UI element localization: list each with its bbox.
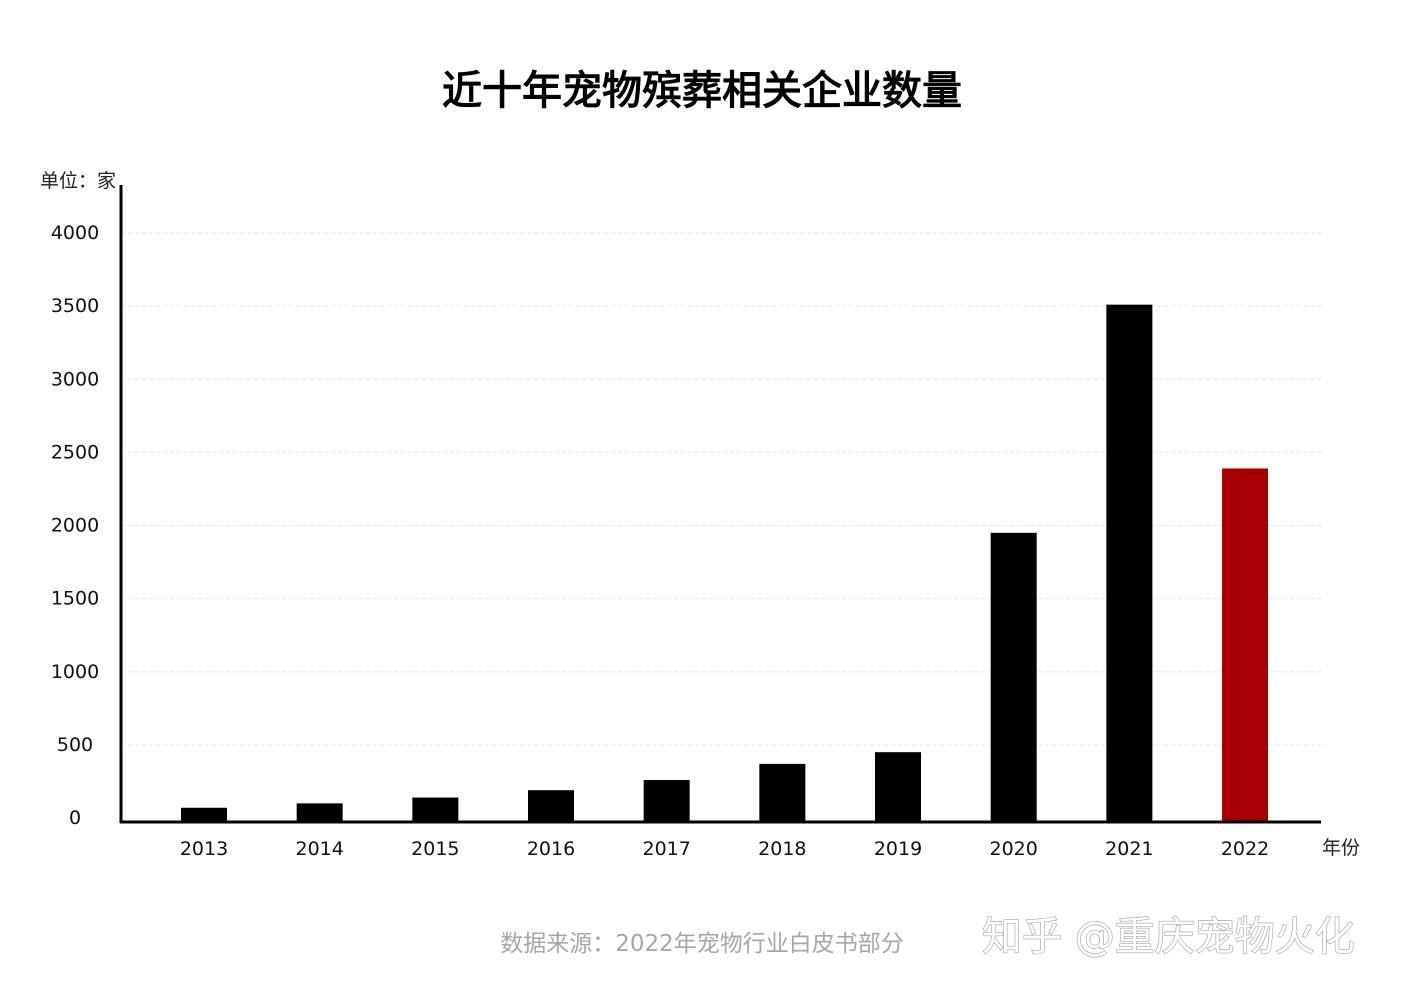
x-tick-label-2016: 2016	[527, 838, 575, 860]
x-tick-label-2015: 2015	[411, 838, 459, 860]
y-tick-label-0: 0	[69, 807, 81, 829]
x-tick-label-2017: 2017	[643, 838, 691, 860]
y-tick-label-1000: 1000	[51, 661, 99, 683]
x-axis-label: 年份	[1322, 837, 1360, 859]
y-tick-label-2500: 2500	[51, 441, 99, 463]
x-tick-label-2022: 2022	[1221, 838, 1269, 860]
y-tick-label-4000: 4000	[51, 222, 99, 244]
bar-2013	[181, 807, 227, 821]
y-tick-label-3500: 3500	[51, 295, 99, 317]
y-tick-label-2000: 2000	[51, 515, 99, 537]
source-note: 数据来源：2022年宠物行业白皮书部分	[500, 931, 904, 957]
y-tick-label-3000: 3000	[51, 368, 99, 390]
x-tick-label-2013: 2013	[180, 838, 228, 860]
y-tick-labels: 0 500 1000 1500 2000 2500 3000 3500 4000	[51, 222, 99, 829]
bar-2020	[990, 532, 1037, 821]
bar-2021	[1106, 304, 1153, 822]
x-tick-label-2014: 2014	[295, 838, 343, 860]
x-tick-label-2020: 2020	[990, 838, 1038, 860]
bar-2019	[875, 752, 922, 821]
bars	[181, 304, 1269, 822]
bar-2015	[412, 797, 459, 821]
y-tick-label-1500: 1500	[51, 588, 99, 610]
x-tick-label-2019: 2019	[874, 838, 922, 860]
bar-2018	[759, 763, 806, 821]
x-tick-label-2018: 2018	[758, 838, 806, 860]
y-axis-label: 单位：家	[40, 170, 116, 192]
x-tick-label-2021: 2021	[1105, 838, 1153, 860]
bar-2017	[643, 779, 690, 821]
watermark: 知乎 @重庆宠物火化	[982, 914, 1355, 960]
x-tick-labels: 2013 2014 2015 2016 2017 2018 2019 2020 2021 2022	[180, 838, 1269, 860]
bar-2022	[1222, 468, 1269, 821]
bar-2014	[296, 803, 343, 821]
y-tick-label-500: 500	[57, 734, 93, 756]
bar-2016	[528, 790, 575, 821]
chart-title: 近十年宠物殡葬相关企业数量	[442, 68, 962, 114]
